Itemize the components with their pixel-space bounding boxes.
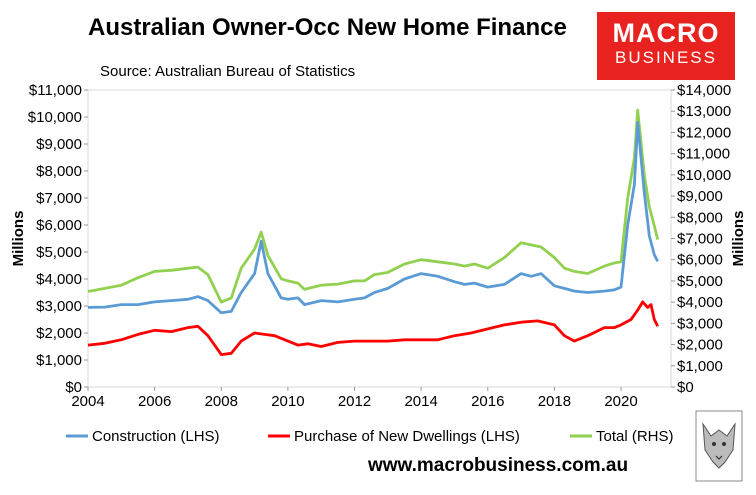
y-right-tick-label: $4,000	[677, 294, 723, 311]
y-right-tick-label: $10,000	[677, 167, 731, 184]
y-left-tick-label: $11,000	[29, 82, 82, 99]
y-right-tick-label: $2,000	[677, 337, 723, 354]
y-right-tick-label: $1,000	[677, 358, 723, 375]
y-right-tick-label: $3,000	[677, 315, 723, 332]
x-tick-label: 2018	[538, 393, 571, 410]
logo-line-2: BUSINESS	[615, 48, 717, 67]
legend-label: Purchase of New Dwellings (LHS)	[294, 428, 520, 445]
y-left-tick-label: $5,000	[36, 244, 82, 261]
y-right-tick-label: $7,000	[677, 231, 723, 248]
y-left-tick-label: $4,000	[36, 271, 82, 288]
y-right-tick-label: $13,000	[677, 103, 731, 120]
y-right-tick-label: $0	[677, 379, 694, 396]
chart-series-lines	[87, 108, 660, 356]
chart-legend: Construction (LHS) Purchase of New Dwelli…	[66, 428, 674, 445]
x-tick-label: 2016	[471, 393, 504, 410]
x-tick-label: 2010	[271, 393, 304, 410]
legend-label: Total (RHS)	[596, 428, 674, 445]
macrobusiness-logo: MACRO BUSINESS	[597, 12, 735, 80]
y-left-tick-label: $2,000	[36, 325, 82, 342]
y-left-tick-label: $10,000	[28, 109, 82, 126]
series-line-purchase-of-new-dwellings-lhs	[87, 300, 659, 356]
y-right-axis-label: Millions	[730, 211, 747, 267]
y-left-tick-label: $7,000	[36, 190, 82, 207]
x-tick-label: 2008	[205, 393, 238, 410]
website-url: www.macrobusiness.com.au	[368, 455, 629, 476]
chart-title: Australian Owner-Occ New Home Finance	[88, 14, 567, 41]
chart-axes: $0 $1,000 $2,000 $3,000 $4,000 $5,000 $6,000 $7…	[10, 82, 747, 410]
wolf-logo-icon	[695, 410, 743, 482]
x-tick-label: 2006	[138, 393, 171, 410]
y-right-tick-label: $8,000	[677, 209, 723, 226]
series-line-total-rhs	[87, 108, 660, 304]
legend-label: Construction (LHS)	[92, 428, 220, 445]
y-right-tick-label: $14,000	[677, 82, 731, 99]
y-right-tick-label: $12,000	[677, 124, 731, 141]
y-right-tick-label: $11,000	[677, 146, 730, 163]
y-left-tick-label: $9,000	[36, 136, 82, 153]
y-left-tick-label: $6,000	[36, 217, 82, 234]
x-tick-label: 2012	[338, 393, 371, 410]
y-left-tick-label: $3,000	[36, 298, 82, 315]
y-left-tick-label: $0	[65, 379, 82, 396]
y-left-axis-label: Millions	[10, 211, 27, 267]
logo-line-1: MACRO	[612, 18, 720, 48]
y-right-tick-label: $9,000	[677, 188, 723, 205]
x-tick-label: 2004	[71, 393, 104, 410]
y-right-tick-label: $5,000	[677, 273, 723, 290]
y-left-tick-label: $8,000	[36, 163, 82, 180]
y-right-tick-label: $6,000	[677, 252, 723, 269]
y-left-tick-label: $1,000	[36, 352, 82, 369]
x-tick-label: 2020	[604, 393, 637, 410]
series-line-construction-lhs	[87, 121, 659, 315]
x-tick-label: 2014	[404, 393, 437, 410]
chart-source: Source: Australian Bureau of Statistics	[100, 63, 356, 80]
